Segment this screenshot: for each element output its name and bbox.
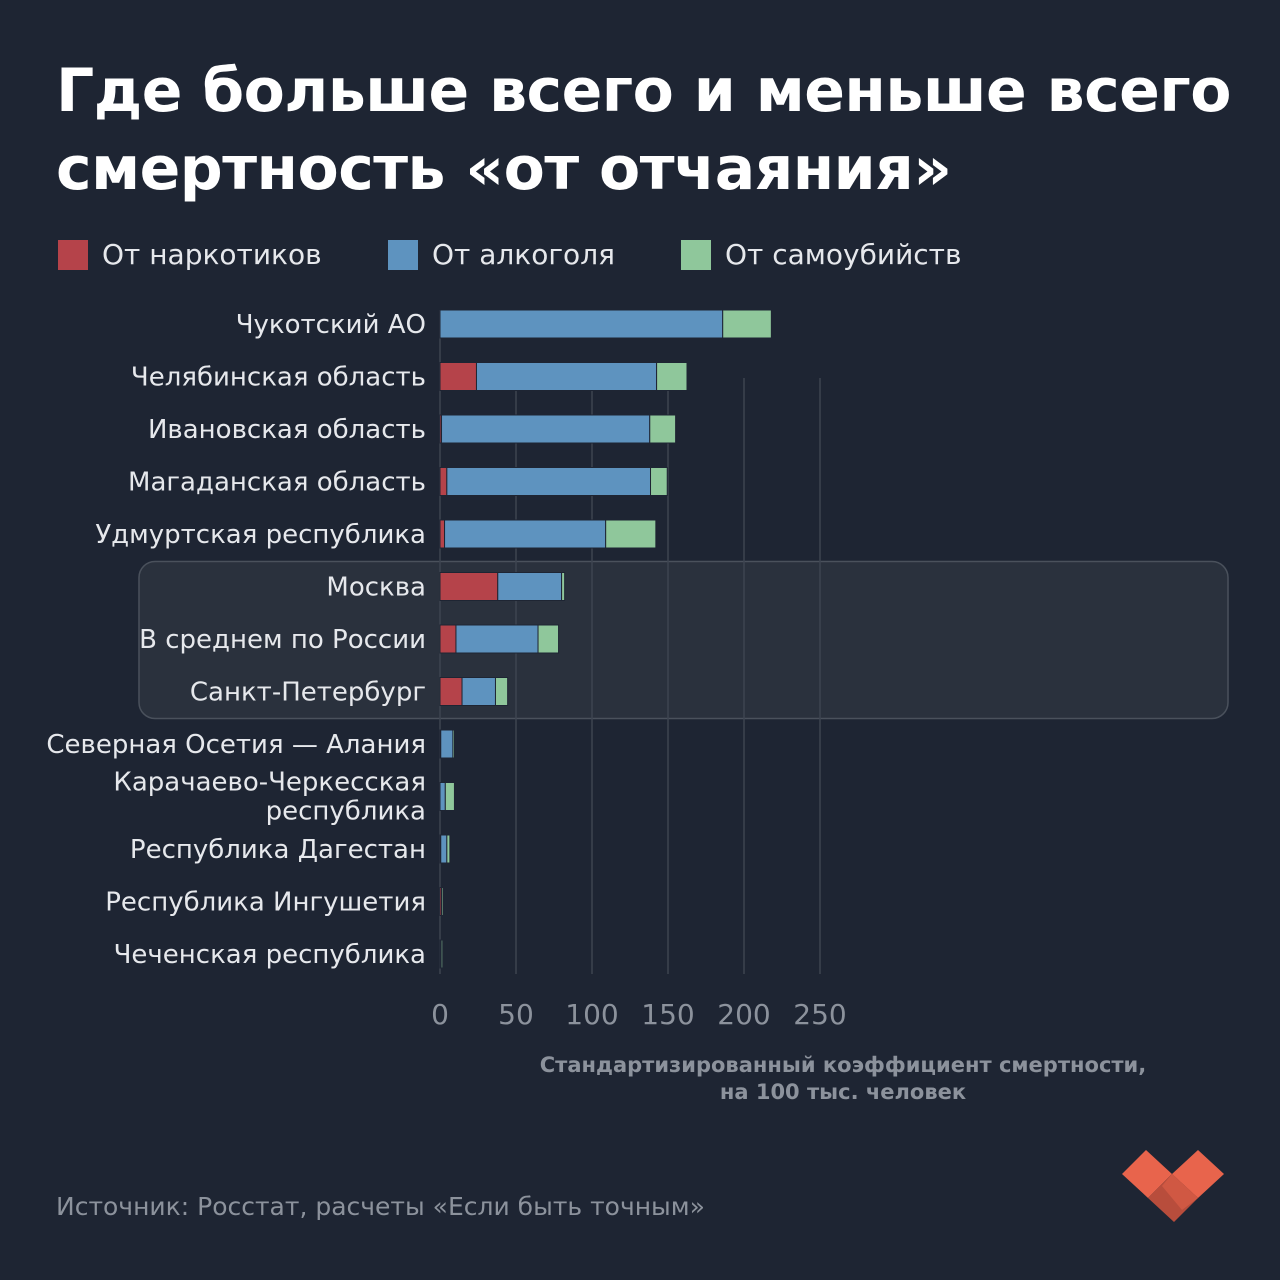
legend-item-alcohol: От алкоголя xyxy=(388,238,681,271)
bar-segment-suicide xyxy=(649,414,677,444)
bar-segment-alcohol xyxy=(441,414,651,444)
bar-segment-alcohol xyxy=(440,834,448,864)
category-label: Республика Дагестан xyxy=(130,835,426,865)
bar-segment-suicide xyxy=(494,677,509,706)
legend: От наркотиков От алкоголя От самоубийств xyxy=(58,238,962,271)
highlight-box xyxy=(138,560,1229,720)
legend-item-suicide: От самоубийств xyxy=(681,238,962,271)
bar-segment-suicide xyxy=(537,624,560,654)
bar-segment-alcohol xyxy=(446,467,652,496)
category-label: Москва xyxy=(326,573,426,603)
x-tick-label: 50 xyxy=(498,998,534,1031)
brand-logo-icon xyxy=(1122,1150,1224,1222)
category-label: Чеченская республика xyxy=(114,940,426,970)
category-label: Карачаево-Черкесская республика xyxy=(113,768,426,827)
legend-swatch-suicide xyxy=(681,239,711,270)
x-tick-label: 100 xyxy=(565,998,618,1031)
bar-segment-suicide xyxy=(656,362,688,391)
x-tick-label: 200 xyxy=(717,998,770,1031)
bar-segment-alcohol xyxy=(461,677,496,706)
bar-segment-alcohol xyxy=(439,309,724,339)
source-note: Источник: Росстат, расчеты «Если быть то… xyxy=(56,1192,705,1221)
category-label: В среднем по России xyxy=(139,625,426,655)
bar-segment-drugs xyxy=(439,677,463,706)
legend-label-alcohol: От алкоголя xyxy=(432,238,615,271)
category-label: Магаданская область xyxy=(128,468,426,498)
category-label: Санкт-Петербург xyxy=(190,678,426,708)
x-tick-label: 0 xyxy=(431,998,449,1031)
bar-segment-suicide xyxy=(444,782,455,811)
bar-chart: Чукотский АО Челябинская область Ивановска… xyxy=(46,309,1229,1104)
bar-segment-suicide xyxy=(605,519,657,549)
bar-segment-suicide xyxy=(446,834,451,864)
legend-swatch-drugs xyxy=(58,239,88,270)
bar-segment-alcohol xyxy=(475,362,658,391)
bar-segment-suicide xyxy=(440,939,444,969)
bar-segment-suicide xyxy=(441,887,444,916)
bar-segment-suicide xyxy=(722,309,772,339)
category-label: Республика Ингушетия xyxy=(105,888,426,918)
category-label: Челябинская область xyxy=(131,363,426,393)
bar-segment-drugs xyxy=(439,362,477,391)
bar-segment-alcohol xyxy=(444,519,607,549)
bar-segment-drugs xyxy=(439,467,448,496)
chart-title: Где больше всего и меньше всего смертнос… xyxy=(56,52,1236,208)
category-label: Удмуртская республика xyxy=(95,520,426,550)
x-tick-label: 150 xyxy=(641,998,694,1031)
legend-swatch-alcohol xyxy=(388,239,418,270)
title-line-1: Где больше всего и меньше всего xyxy=(56,56,1231,126)
category-label: Чукотский АО xyxy=(236,310,426,340)
bar-segment-drugs xyxy=(439,624,457,654)
bar-segment-alcohol xyxy=(439,782,446,811)
bar-segment-suicide xyxy=(452,729,455,759)
category-label: Ивановская область xyxy=(148,415,426,445)
title-line-2: смертность «от отчаяния» xyxy=(56,134,952,204)
x-axis-title: Стандартизированный коэффициент смертнос… xyxy=(540,1053,1147,1104)
category-label: Северная Осетия — Алания xyxy=(46,730,426,760)
bar-segment-drugs xyxy=(439,572,499,601)
bar-segment-drugs xyxy=(439,519,446,549)
bar-segment-alcohol xyxy=(497,572,563,601)
bar-segment-alcohol xyxy=(455,624,539,654)
bar-segment-alcohol xyxy=(440,729,454,759)
x-tick-label: 250 xyxy=(793,998,846,1031)
bar-segment-suicide xyxy=(561,572,566,601)
legend-label-suicide: От самоубийств xyxy=(725,238,962,271)
legend-item-drugs: От наркотиков xyxy=(58,238,388,271)
legend-label-drugs: От наркотиков xyxy=(102,238,322,271)
bar-segment-suicide xyxy=(650,467,668,496)
